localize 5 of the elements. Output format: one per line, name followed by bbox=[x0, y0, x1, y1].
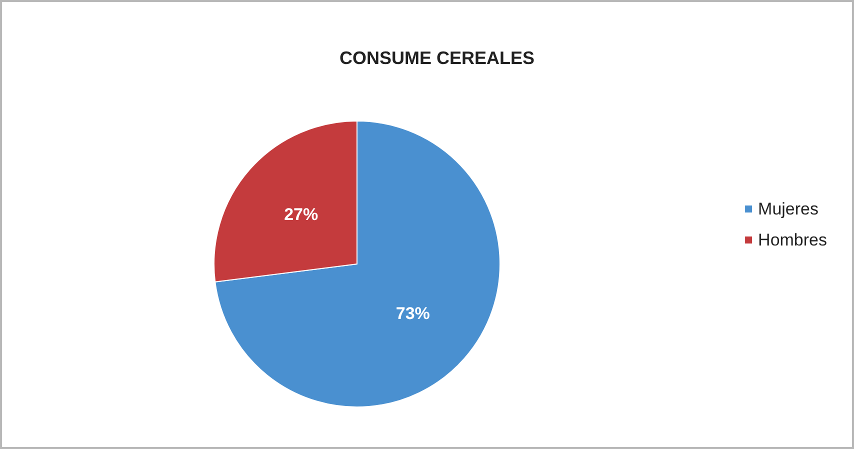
data-label: 27% bbox=[284, 205, 318, 224]
legend-label: Mujeres bbox=[758, 200, 819, 218]
legend-label: Hombres bbox=[758, 230, 828, 250]
data-label: 73% bbox=[396, 304, 430, 323]
chart-title: CONSUME CEREALES bbox=[339, 48, 535, 68]
